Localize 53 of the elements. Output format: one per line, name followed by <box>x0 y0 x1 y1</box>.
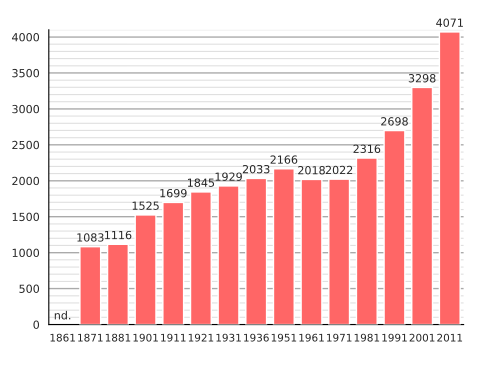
x-tick-label: 1991 <box>382 334 407 342</box>
data-label: 2166 <box>270 155 298 164</box>
data-label: 1116 <box>105 230 132 240</box>
data-label: 2022 <box>326 166 352 174</box>
x-tick-label: 1931 <box>216 334 241 342</box>
x-tick-label: 1936 <box>244 334 269 342</box>
bar <box>162 202 184 325</box>
data-label: 2033 <box>242 164 270 174</box>
bar <box>272 168 295 325</box>
bar <box>106 244 129 325</box>
x-tick-label: 1981 <box>354 334 380 342</box>
data-label: 2316 <box>353 144 380 154</box>
bar <box>245 178 268 325</box>
x-tick-label: 1881 <box>106 334 130 342</box>
x-tick-label: 1961 <box>299 334 324 342</box>
y-tick-label: 500 <box>19 284 40 293</box>
bar <box>411 86 434 325</box>
bar <box>79 246 102 325</box>
bar <box>356 157 378 325</box>
bar <box>217 185 240 325</box>
y-tick-label: 2500 <box>12 140 40 150</box>
x-tick-label: 1901 <box>133 334 158 342</box>
x-tick-label: 1921 <box>188 334 214 342</box>
bar <box>328 178 350 325</box>
bar <box>438 31 461 325</box>
data-label: 1929 <box>216 172 242 181</box>
x-tick-label: 2001 <box>410 334 434 342</box>
y-tick-label: 1000 <box>12 248 40 258</box>
x-tick-label: 2011 <box>437 334 462 342</box>
data-label: 4071 <box>436 18 463 27</box>
bar <box>134 214 157 325</box>
data-label: 2018 <box>298 166 325 174</box>
data-label: 3298 <box>408 74 436 82</box>
data-label: 1525 <box>132 201 159 210</box>
bar <box>190 191 212 325</box>
y-tick-label: 3500 <box>12 68 40 78</box>
x-tick-label: 1951 <box>272 334 296 342</box>
data-label: 1083 <box>77 233 104 242</box>
x-tick-label: 1911 <box>161 334 186 342</box>
y-tick-label: 2000 <box>12 176 40 186</box>
y-tick-label: 4000 <box>12 33 40 42</box>
x-tick-label: 1861 <box>50 334 75 342</box>
y-tick-label: 3000 <box>12 104 40 114</box>
x-tick-label: 1971 <box>327 334 352 342</box>
data-label: 1845 <box>188 178 214 187</box>
data-label: 1699 <box>160 188 187 198</box>
text: nd. <box>54 310 70 320</box>
x-tick-label: 1871 <box>78 334 103 342</box>
data-label: 2698 <box>381 117 408 126</box>
bar <box>383 130 406 325</box>
y-tick-label: 0 <box>33 320 40 329</box>
bar <box>300 178 323 325</box>
y-tick-label: 1500 <box>12 212 40 222</box>
